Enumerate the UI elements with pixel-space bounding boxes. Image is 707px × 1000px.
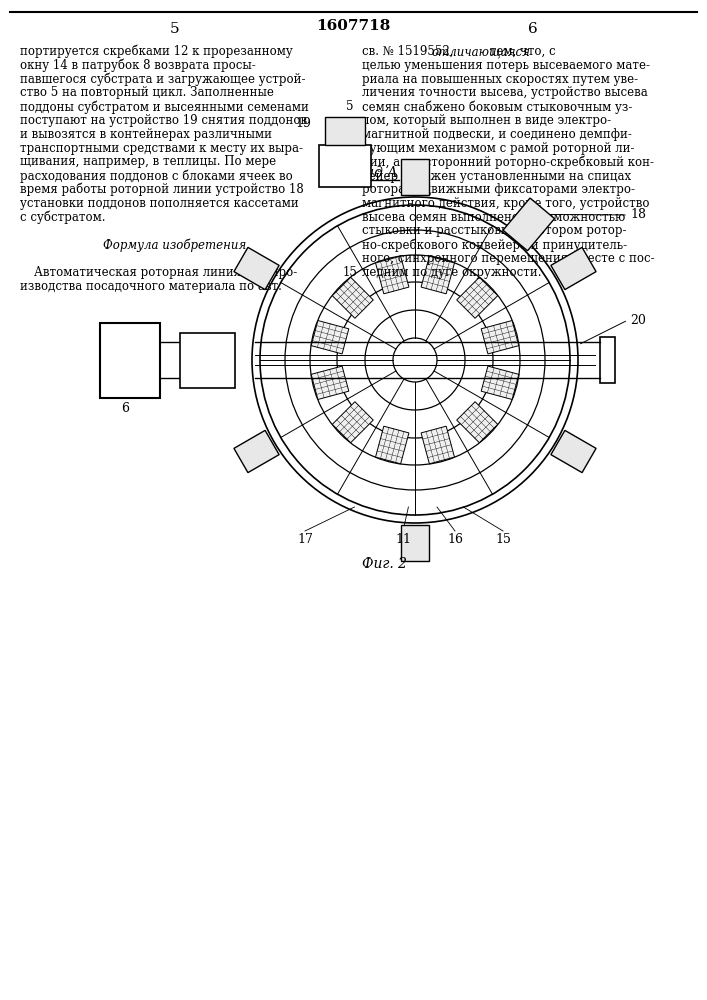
- Text: 15: 15: [495, 533, 511, 546]
- Text: лом, который выполнен в виде электро-: лом, который выполнен в виде электро-: [362, 114, 611, 127]
- Text: Формула изобретения: Формула изобретения: [103, 238, 247, 252]
- Text: но-скребкового конвейера и принудитель-: но-скребкового конвейера и принудитель-: [362, 238, 627, 252]
- Text: 11: 11: [395, 533, 411, 546]
- Text: ство 5 на повторный цикл. Заполненные: ство 5 на повторный цикл. Заполненные: [20, 86, 274, 99]
- Text: время работы роторной линии устройство 18: время работы роторной линии устройство 1…: [20, 183, 304, 196]
- Text: 15: 15: [343, 266, 358, 279]
- Text: ледним по дуге окружности.: ледним по дуге окружности.: [362, 266, 542, 279]
- Polygon shape: [234, 430, 279, 473]
- Polygon shape: [375, 256, 409, 294]
- Text: магнитного действия, кроме того, устройство: магнитного действия, кроме того, устройс…: [362, 197, 650, 210]
- Polygon shape: [551, 430, 596, 473]
- Polygon shape: [551, 247, 596, 290]
- Polygon shape: [332, 402, 373, 443]
- Text: 18: 18: [630, 209, 646, 222]
- Text: 16: 16: [447, 533, 463, 546]
- Text: 10: 10: [407, 167, 423, 180]
- Text: щивания, например, в теплицы. По мере: щивания, например, в теплицы. По мере: [20, 155, 276, 168]
- Text: 20: 20: [630, 314, 646, 326]
- Polygon shape: [332, 277, 373, 318]
- Polygon shape: [401, 159, 429, 195]
- Polygon shape: [457, 402, 498, 443]
- Polygon shape: [421, 426, 455, 464]
- Polygon shape: [481, 321, 519, 354]
- Polygon shape: [375, 426, 409, 464]
- Text: транспортными средствами к месту их выра-: транспортными средствами к месту их выра…: [20, 142, 303, 155]
- Text: Фиг. 2: Фиг. 2: [363, 557, 407, 571]
- Text: 5: 5: [346, 100, 354, 113]
- Polygon shape: [457, 277, 498, 318]
- Text: расходования поддонов с блоками ячеек во: расходования поддонов с блоками ячеек во: [20, 169, 293, 183]
- Text: рующим механизмом с рамой роторной ли-: рующим механизмом с рамой роторной ли-: [362, 142, 634, 155]
- Text: стыковки и расстыковки с ротором ротор-: стыковки и расстыковки с ротором ротор-: [362, 224, 626, 237]
- Text: 1607718: 1607718: [316, 19, 390, 33]
- Polygon shape: [325, 117, 365, 145]
- Text: Автоматическая роторная линия для про-: Автоматическая роторная линия для про-: [34, 266, 297, 279]
- Polygon shape: [325, 150, 365, 182]
- Text: высева семян выполнено с возможностью: высева семян выполнено с возможностью: [362, 211, 625, 224]
- Text: отличающаяся: отличающаяся: [432, 45, 531, 58]
- Polygon shape: [503, 198, 554, 251]
- Text: 10: 10: [343, 169, 358, 182]
- Text: 19: 19: [295, 117, 311, 130]
- Polygon shape: [234, 247, 279, 290]
- Text: ного, синхронного перемещения вместе с пос-: ного, синхронного перемещения вместе с п…: [362, 252, 655, 265]
- Text: личения точности высева, устройство высева: личения точности высева, устройство высе…: [362, 86, 648, 99]
- Text: с субстратом.: с субстратом.: [20, 211, 105, 224]
- Text: павшегося субстрата и загружающее устрой-: павшегося субстрата и загружающее устрой…: [20, 73, 305, 86]
- Text: 5: 5: [170, 22, 180, 36]
- Text: целью уменьшения потерь высеваемого мате-: целью уменьшения потерь высеваемого мате…: [362, 59, 650, 72]
- Text: ротора подвижными фиксаторами электро-: ротора подвижными фиксаторами электро-: [362, 183, 635, 196]
- Text: поддоны субстратом и высеянными семенами: поддоны субстратом и высеянными семенами: [20, 100, 309, 114]
- Text: 6: 6: [121, 402, 129, 416]
- Text: поступают на устройство 19 снятия поддонов: поступают на устройство 19 снятия поддон…: [20, 114, 307, 127]
- Text: портируется скребками 12 к прорезанному: портируется скребками 12 к прорезанному: [20, 45, 293, 58]
- Text: риала на повышенных скоростях путем уве-: риала на повышенных скоростях путем уве-: [362, 73, 638, 86]
- Polygon shape: [481, 366, 519, 399]
- Text: и вывозятся в контейнерах различными: и вывозятся в контейнерах различными: [20, 128, 272, 141]
- Polygon shape: [319, 145, 371, 187]
- Polygon shape: [311, 321, 349, 354]
- Text: 6: 6: [528, 22, 538, 36]
- Text: магнитной подвески, и соединено демпфи-: магнитной подвески, и соединено демпфи-: [362, 128, 632, 141]
- Text: Вид А: Вид А: [355, 166, 398, 180]
- Text: св. № 1519552,: св. № 1519552,: [362, 45, 457, 58]
- Text: 17: 17: [297, 533, 313, 546]
- Polygon shape: [311, 366, 349, 399]
- Polygon shape: [180, 332, 235, 387]
- Polygon shape: [401, 525, 429, 561]
- Text: тем, что, с: тем, что, с: [486, 45, 556, 58]
- Text: окну 14 в патрубок 8 возврата просы-: окну 14 в патрубок 8 возврата просы-: [20, 59, 256, 72]
- Text: нии, а двусторонний роторно-скребковый кон-: нии, а двусторонний роторно-скребковый к…: [362, 155, 654, 169]
- Polygon shape: [188, 365, 227, 379]
- Text: изводства посадочного материала по авт.: изводства посадочного материала по авт.: [20, 280, 282, 293]
- Polygon shape: [100, 322, 160, 397]
- Polygon shape: [188, 344, 227, 356]
- Text: семян снабжено боковым стыковочным уз-: семян снабжено боковым стыковочным уз-: [362, 100, 632, 114]
- Text: установки поддонов пополняется кассетами: установки поддонов пополняется кассетами: [20, 197, 299, 210]
- Polygon shape: [421, 256, 455, 294]
- Text: вейер снабжен установленными на спицах: вейер снабжен установленными на спицах: [362, 169, 631, 183]
